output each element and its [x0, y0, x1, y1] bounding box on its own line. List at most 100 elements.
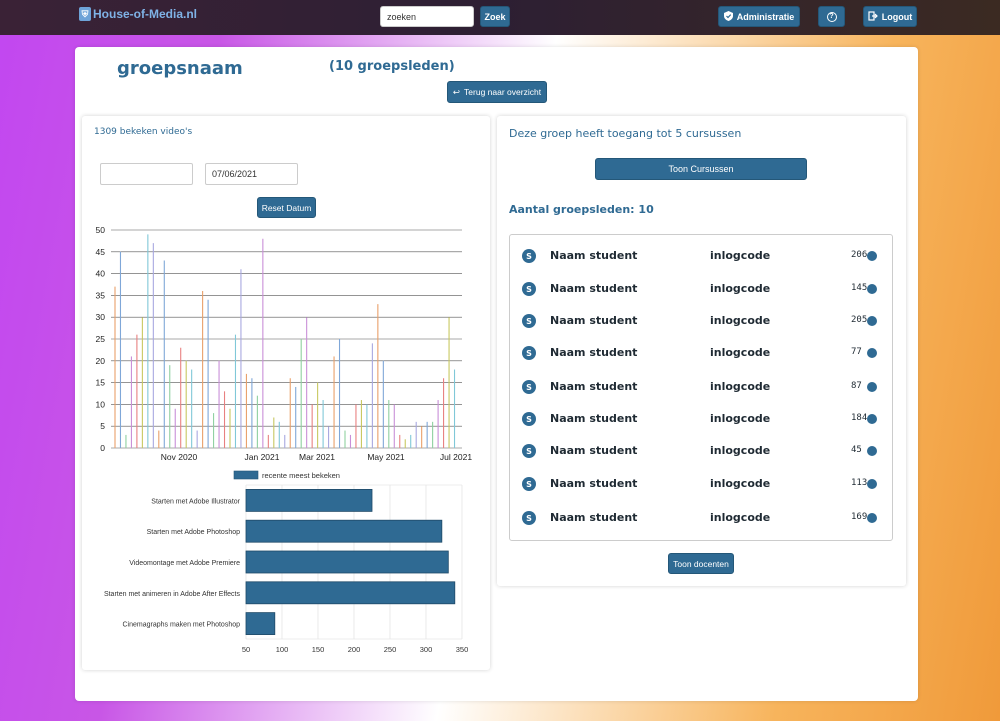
- student-view-count: 77: [851, 347, 862, 357]
- y-tick-label: 45: [96, 247, 106, 257]
- show-teachers-label: Toon docenten: [673, 558, 729, 569]
- watched-videos-count: 1309 bekeken video's: [94, 127, 193, 137]
- help-button[interactable]: ?: [818, 6, 845, 27]
- show-teachers-button[interactable]: Toon docenten: [668, 553, 734, 574]
- search-button[interactable]: Zoek: [480, 6, 510, 27]
- student-row[interactable]: S Naam student inlogcode 113: [510, 475, 894, 495]
- student-login-code: inlogcode: [710, 511, 771, 524]
- x-tick-label: 50: [242, 645, 250, 654]
- student-name: Naam student: [550, 346, 638, 359]
- course-bar: [245, 612, 276, 636]
- student-view-count: 206: [851, 250, 868, 260]
- show-courses-label: Toon Cursussen: [668, 164, 734, 174]
- x-tick-label: May 2021: [367, 452, 405, 462]
- y-tick-label: 10: [96, 399, 106, 409]
- category-label: Starten met Adobe Illustrator: [151, 498, 240, 505]
- student-login-code: inlogcode: [710, 282, 771, 295]
- student-login-code: inlogcode: [710, 249, 771, 262]
- brand-name: House-of-Media.nl: [93, 7, 197, 21]
- student-login-code: inlogcode: [710, 477, 771, 490]
- status-dot-icon[interactable]: [867, 316, 877, 326]
- logout-button[interactable]: Logout: [863, 6, 917, 27]
- x-tick-label: 300: [420, 645, 433, 654]
- back-label: Terug naar overzicht: [464, 87, 542, 97]
- student-view-count: 45: [851, 445, 862, 455]
- date-from-input[interactable]: [100, 163, 193, 185]
- x-tick-label: 350: [456, 645, 469, 654]
- student-row[interactable]: S Naam student inlogcode 205: [510, 312, 894, 332]
- student-list: S Naam student inlogcode 206 S Naam student in…: [509, 234, 893, 541]
- student-row[interactable]: S Naam student inlogcode 77: [510, 344, 894, 364]
- administration-button[interactable]: Administratie: [718, 6, 800, 27]
- course-bar: [245, 519, 443, 543]
- student-view-count: 184: [851, 413, 868, 423]
- y-tick-label: 15: [96, 378, 106, 388]
- course-access-text: Deze groep heeft toegang tot 5 cursussen: [509, 127, 742, 140]
- show-courses-button[interactable]: Toon Cursussen: [595, 158, 807, 180]
- status-dot-icon[interactable]: [867, 348, 877, 358]
- student-avatar: S: [522, 444, 536, 458]
- x-tick-label: Jan 2021: [245, 452, 280, 462]
- status-dot-icon[interactable]: [867, 414, 877, 424]
- student-avatar: S: [522, 477, 536, 491]
- student-login-code: inlogcode: [710, 412, 771, 425]
- group-name: groepsnaam: [117, 58, 243, 79]
- status-dot-icon[interactable]: [867, 382, 877, 392]
- status-dot-icon[interactable]: [867, 446, 877, 456]
- student-row[interactable]: S Naam student inlogcode 169: [510, 509, 894, 529]
- status-dot-icon[interactable]: [867, 284, 877, 294]
- student-login-code: inlogcode: [710, 314, 771, 327]
- student-name: Naam student: [550, 282, 638, 295]
- student-row[interactable]: S Naam student inlogcode 184: [510, 410, 894, 430]
- category-label: Videomontage met Adobe Premiere: [129, 560, 240, 567]
- question-circle-icon: ?: [826, 11, 837, 22]
- brand-logo[interactable]: ⛨ House-of-Media.nl: [79, 5, 197, 23]
- back-to-overview-button[interactable]: ↩ Terug naar overzicht: [447, 81, 547, 103]
- course-bar: [245, 550, 449, 574]
- y-tick-label: 5: [100, 421, 105, 431]
- status-dot-icon[interactable]: [867, 513, 877, 523]
- y-tick-label: 40: [96, 269, 106, 279]
- student-row[interactable]: S Naam student inlogcode 87: [510, 378, 894, 398]
- x-tick-label: Mar 2021: [299, 452, 335, 462]
- group-panel: [497, 116, 906, 586]
- date-to-input[interactable]: [205, 163, 298, 185]
- search-button-label: Zoek: [484, 11, 506, 22]
- x-tick-label: 250: [384, 645, 397, 654]
- student-name: Naam student: [550, 477, 638, 490]
- student-view-count: 205: [851, 315, 868, 325]
- student-row[interactable]: S Naam student inlogcode 45: [510, 442, 894, 462]
- student-avatar: S: [522, 380, 536, 394]
- logout-label: Logout: [881, 11, 913, 22]
- student-avatar: S: [522, 346, 536, 360]
- student-row[interactable]: S Naam student inlogcode 206: [510, 247, 894, 267]
- course-bar: [245, 488, 373, 512]
- category-label: Starten met animeren in Adobe After Effe…: [104, 591, 241, 598]
- y-tick-label: 0: [100, 443, 105, 453]
- legend-swatch: [233, 470, 259, 480]
- shield-check-icon: [723, 10, 733, 23]
- student-avatar: S: [522, 249, 536, 263]
- search-input[interactable]: [380, 6, 474, 27]
- student-view-count: 113: [851, 478, 868, 488]
- student-row[interactable]: S Naam student inlogcode 145: [510, 280, 894, 300]
- category-label: Starten met Adobe Photoshop: [147, 529, 241, 536]
- student-avatar: S: [522, 282, 536, 296]
- student-login-code: inlogcode: [710, 346, 771, 359]
- status-dot-icon[interactable]: [867, 251, 877, 261]
- category-label: Cinemagraphs maken met Photoshop: [122, 622, 240, 629]
- student-name: Naam student: [550, 511, 638, 524]
- x-tick-label: 150: [312, 645, 325, 654]
- y-tick-label: 50: [96, 225, 106, 235]
- x-tick-label: 200: [348, 645, 361, 654]
- student-avatar: S: [522, 412, 536, 426]
- status-dot-icon[interactable]: [867, 479, 877, 489]
- reset-date-label: Reset Datum: [261, 202, 312, 213]
- student-avatar: S: [522, 511, 536, 525]
- x-tick-label: 100: [276, 645, 289, 654]
- return-arrow-icon: ↩: [452, 86, 461, 97]
- recent-most-viewed-chart: recente meest bekeken 50 100 150 200 250 300 35…: [104, 470, 469, 654]
- x-tick-label: Jul 2021: [440, 452, 472, 462]
- reset-date-button[interactable]: Reset Datum: [257, 197, 316, 218]
- y-tick-label: 35: [96, 290, 106, 300]
